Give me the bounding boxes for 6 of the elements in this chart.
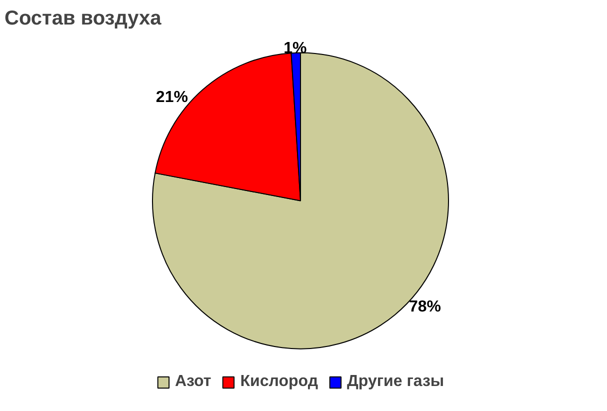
legend-label: Другие газы — [346, 373, 444, 391]
legend-label: Кислород — [240, 373, 318, 391]
legend-label: Азот — [174, 373, 212, 391]
data-label: 78% — [408, 298, 442, 316]
data-label: 21% — [156, 89, 188, 106]
chart-title: Состав воздуха — [4, 8, 162, 30]
